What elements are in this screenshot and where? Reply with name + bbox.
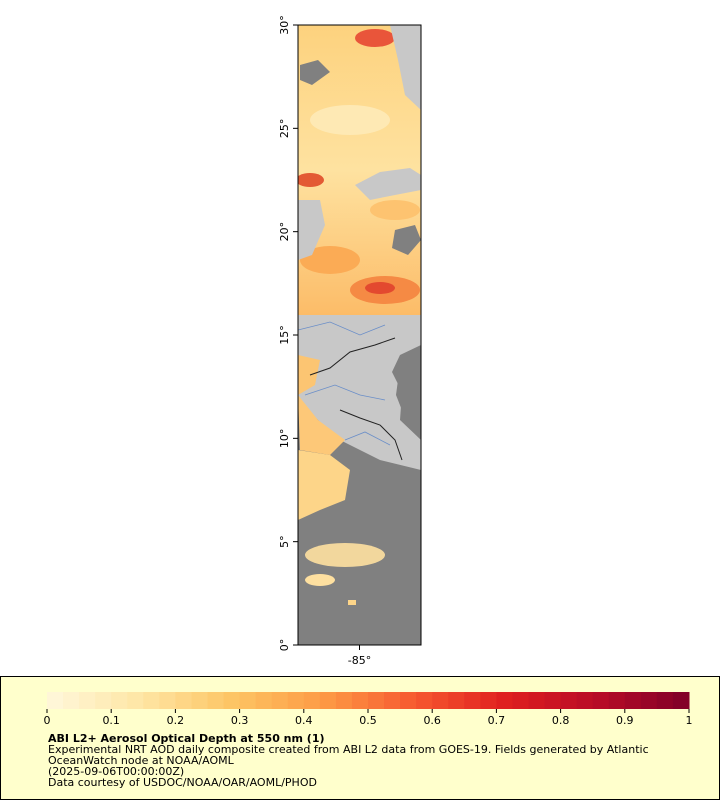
colorbar-step [672, 692, 690, 709]
colorbar-tick-label: 0.8 [552, 714, 570, 727]
lat-tick-label: 15° [278, 325, 291, 345]
colorbar-tick-label: 1 [686, 714, 693, 727]
colorbar-step [576, 692, 594, 709]
colorbar-step [191, 692, 208, 709]
colorbar-step [223, 692, 241, 709]
colorbar-step [207, 692, 225, 709]
colorbar-step [239, 692, 257, 709]
colorbar-tick-label: 0.4 [295, 714, 313, 727]
colorbar-step [608, 692, 626, 709]
colorbar-step [496, 692, 513, 709]
colorbar: 0 0.1 0.2 0.3 0.4 0.5 0.6 0.7 0.8 0.9 1 [44, 692, 693, 727]
legend-line: Experimental NRT AOD daily composite cre… [48, 743, 649, 756]
colorbar-step [303, 692, 321, 709]
colorbar-step [47, 692, 64, 709]
colorbar-step [528, 692, 546, 709]
colorbar-step [319, 692, 337, 709]
colorbar-step [287, 692, 305, 709]
lat-tick-label: 30° [278, 15, 291, 35]
lat-tick-label: 0° [278, 639, 291, 652]
colorbar-step [127, 692, 144, 709]
colorbar-step [544, 692, 562, 709]
colorbar-step [560, 692, 578, 709]
colorbar-step [624, 692, 642, 709]
colorbar-tick-label: 0.6 [423, 714, 441, 727]
colorbar-step [640, 692, 658, 709]
colorbar-step [95, 692, 112, 709]
colorbar-step [368, 692, 385, 709]
colorbar-tick-label: 0.5 [359, 714, 377, 727]
colorbar-step [351, 692, 369, 709]
colorbar-step [416, 692, 433, 709]
colorbar-step [432, 692, 449, 709]
colorbar-step [592, 692, 610, 709]
colorbar-step [512, 692, 529, 709]
colorbar-step [480, 692, 497, 709]
colorbar-tick-label: 0.1 [102, 714, 120, 727]
colorbar-tick-label: 0.7 [488, 714, 506, 727]
lon-tick-label: -85° [348, 654, 371, 667]
colorbar-step [400, 692, 417, 709]
colorbar-step [464, 692, 481, 709]
legend-line: (2025-09-06T00:00:00Z) [48, 765, 184, 778]
colorbar-step [448, 692, 465, 709]
colorbar-tick-label: 0.3 [231, 714, 249, 727]
lat-tick-label: 10° [278, 429, 291, 449]
colorbar-step [143, 692, 160, 709]
map-image [298, 25, 421, 645]
lat-tick-label: 5° [278, 535, 291, 548]
legend-line: Data courtesy of USDOC/NOAA/OAR/AOML/PHO… [48, 776, 317, 789]
legend-title: ABI L2+ Aerosol Optical Depth at 550 nm … [48, 732, 325, 745]
colorbar-step [384, 692, 401, 709]
lat-tick-label: 25° [278, 119, 291, 139]
colorbar-step [335, 692, 353, 709]
colorbar-step [175, 692, 192, 709]
colorbar-step [271, 692, 289, 709]
colorbar-tick-label: 0.2 [167, 714, 185, 727]
colorbar-step [255, 692, 273, 709]
lat-tick-label: 20° [278, 222, 291, 242]
colorbar-step [111, 692, 128, 709]
colorbar-step [656, 692, 674, 709]
colorbar-tick-label: 0.9 [616, 714, 634, 727]
colorbar-step [79, 692, 96, 709]
colorbar-tick-label: 0 [44, 714, 51, 727]
colorbar-step [63, 692, 80, 709]
colorbar-step [159, 692, 176, 709]
legend-line: OceanWatch node at NOAA/AOML [48, 754, 235, 767]
